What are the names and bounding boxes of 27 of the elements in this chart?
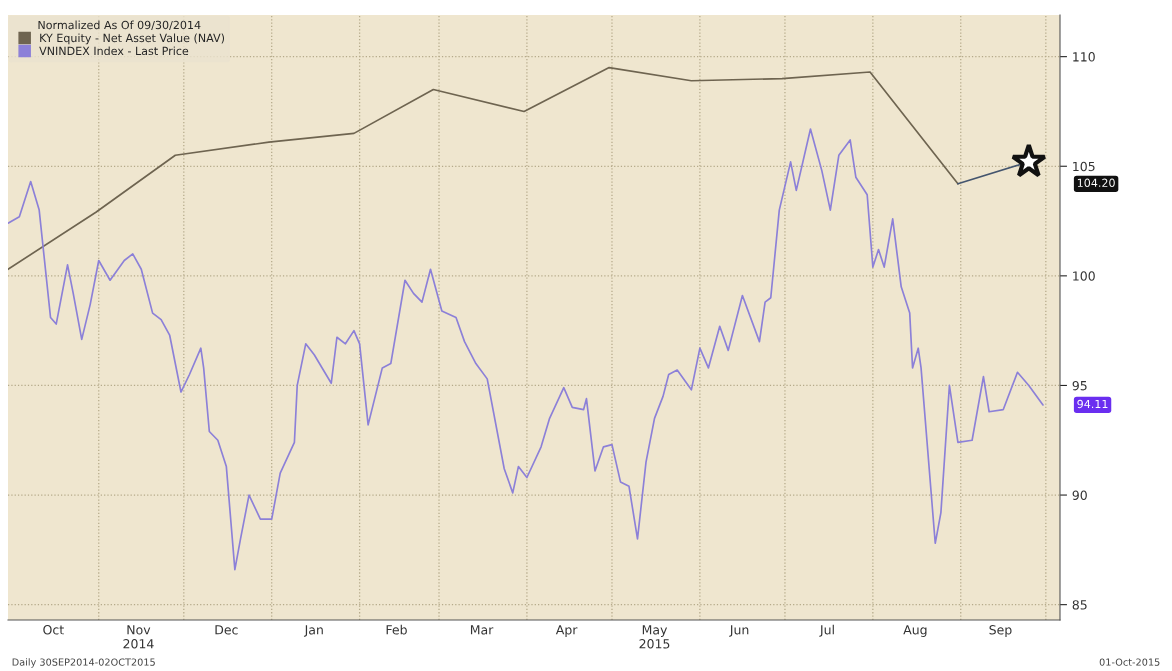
x-tick-label: Jun bbox=[729, 625, 749, 637]
legend-label: KY Equity - Net Asset Value (NAV) bbox=[40, 33, 225, 45]
line-series bbox=[8, 128, 1044, 571]
legend-title: Normalized As Of 09/30/2014 bbox=[38, 20, 201, 31]
x-tick-label: Nov 2014 bbox=[123, 625, 154, 649]
x-tick-label: Jan bbox=[303, 625, 323, 637]
text: Daily 30SEP2014-02OCT2015 bbox=[12, 658, 155, 668]
text: 94.11 bbox=[1077, 399, 1108, 409]
y-tick-label: 105 bbox=[1073, 161, 1095, 172]
x-tick-label: Mar bbox=[470, 625, 494, 635]
x-tick-label: Feb bbox=[386, 624, 407, 635]
x-tick-label: Oct bbox=[43, 625, 64, 635]
x-tick-label: Dec bbox=[215, 625, 238, 635]
x-tick-label: Jul bbox=[819, 624, 834, 637]
x-tick-label: Sep bbox=[989, 625, 1012, 637]
y-tick-label: 90 bbox=[1072, 490, 1087, 500]
x-tick-label: May 2015 bbox=[639, 625, 670, 649]
y-tick-label: 85 bbox=[1072, 600, 1087, 610]
legend-label: VNINDEX Index - Last Price bbox=[39, 46, 189, 56]
x-tick-label: Aug bbox=[903, 625, 927, 637]
text: 01-Oct-2015 bbox=[1099, 658, 1160, 666]
y-tick-label: 100 bbox=[1073, 271, 1095, 281]
line-series bbox=[8, 66, 959, 271]
x-tick-label: Apr bbox=[555, 625, 578, 637]
y-tick-label: 110 bbox=[1073, 52, 1095, 62]
text: 104.20 bbox=[1077, 178, 1115, 188]
y-tick-label: 95 bbox=[1072, 380, 1087, 391]
